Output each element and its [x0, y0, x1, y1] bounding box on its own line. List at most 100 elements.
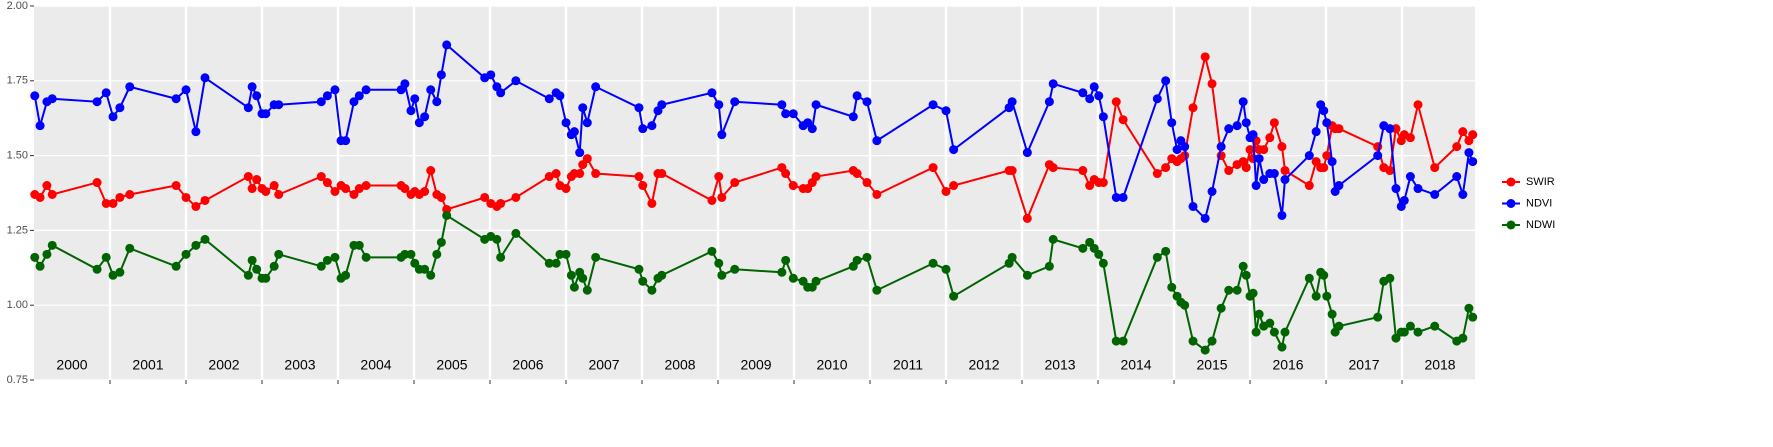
data-point — [101, 198, 111, 208]
data-point — [872, 136, 882, 146]
data-point — [92, 97, 102, 107]
x-tick-label: 2005 — [436, 357, 467, 373]
data-point — [420, 187, 430, 197]
legend-label: NDWI — [1526, 219, 1555, 231]
x-tick-label: 2013 — [1044, 357, 1075, 373]
data-point — [115, 267, 125, 277]
data-point — [848, 112, 858, 122]
data-point — [274, 189, 284, 199]
legend-label: SWIR — [1526, 176, 1555, 188]
data-point — [247, 255, 257, 265]
data-point — [341, 270, 351, 280]
data-point — [657, 270, 667, 280]
data-point — [582, 285, 592, 295]
data-point — [634, 172, 644, 182]
data-point — [1334, 321, 1344, 331]
data-point — [807, 124, 817, 134]
data-point — [261, 273, 271, 283]
legend-marker — [1506, 177, 1516, 187]
data-point — [181, 249, 191, 259]
data-point — [575, 148, 585, 158]
data-point — [862, 252, 872, 262]
data-point — [316, 97, 326, 107]
data-point — [1022, 213, 1032, 223]
data-point — [1304, 181, 1314, 191]
data-point — [638, 181, 648, 191]
data-point — [1022, 270, 1032, 280]
data-point — [1111, 192, 1121, 202]
data-point — [1188, 201, 1198, 211]
data-point — [707, 246, 717, 256]
legend-label: NDVI — [1526, 197, 1552, 209]
data-point — [1458, 189, 1468, 199]
data-point — [1304, 273, 1314, 283]
data-point — [1385, 273, 1395, 283]
data-point — [1207, 187, 1217, 197]
data-point — [657, 169, 667, 179]
data-point — [30, 252, 40, 262]
data-point — [200, 195, 210, 205]
plot-background — [34, 6, 1475, 380]
data-point — [561, 184, 571, 194]
data-point — [1468, 130, 1478, 140]
data-point — [647, 121, 657, 131]
data-point — [1322, 151, 1332, 161]
data-point — [330, 85, 340, 95]
data-point — [1152, 169, 1162, 179]
x-tick-label: 2006 — [512, 357, 543, 373]
data-point — [1224, 166, 1234, 176]
data-point — [1048, 163, 1058, 173]
data-point — [269, 261, 279, 271]
y-tick-label: 1.75 — [7, 75, 28, 87]
data-point — [811, 100, 821, 110]
data-point — [1405, 133, 1415, 143]
data-point — [1224, 285, 1234, 295]
data-point — [47, 240, 57, 250]
data-point — [657, 100, 667, 110]
data-point — [432, 97, 442, 107]
y-tick-label: 0.75 — [7, 374, 28, 386]
data-point — [35, 192, 45, 202]
data-point — [436, 192, 446, 202]
x-tick-label: 2012 — [968, 357, 999, 373]
data-point — [949, 291, 959, 301]
data-point — [511, 228, 521, 238]
data-point — [941, 264, 951, 274]
data-point — [591, 82, 601, 92]
data-point — [361, 85, 371, 95]
data-point — [1280, 166, 1290, 176]
data-point — [1007, 252, 1017, 262]
data-point — [852, 255, 862, 265]
data-point — [1304, 151, 1314, 161]
data-point — [1464, 148, 1474, 158]
data-point — [420, 112, 430, 122]
data-point — [1334, 181, 1344, 191]
data-point — [349, 97, 359, 107]
data-point — [872, 189, 882, 199]
data-point — [1207, 336, 1217, 346]
legend-marker — [1506, 220, 1516, 230]
x-tick-label: 2017 — [1348, 357, 1379, 373]
data-point — [1241, 118, 1251, 128]
data-point — [1265, 133, 1275, 143]
x-tick-label: 2002 — [208, 357, 239, 373]
data-point — [811, 172, 821, 182]
data-point — [261, 109, 271, 119]
data-point — [1269, 327, 1279, 337]
data-point — [1319, 106, 1329, 116]
data-point — [47, 94, 57, 104]
data-point — [1413, 184, 1423, 194]
data-point — [406, 106, 416, 116]
data-point — [561, 118, 571, 128]
data-point — [274, 249, 284, 259]
data-point — [191, 240, 201, 250]
data-point — [406, 249, 416, 259]
data-point — [1334, 124, 1344, 134]
data-point — [730, 178, 740, 188]
data-point — [496, 252, 506, 262]
data-point — [92, 264, 102, 274]
data-point — [1430, 321, 1440, 331]
data-point — [1022, 148, 1032, 158]
data-point — [42, 181, 52, 191]
